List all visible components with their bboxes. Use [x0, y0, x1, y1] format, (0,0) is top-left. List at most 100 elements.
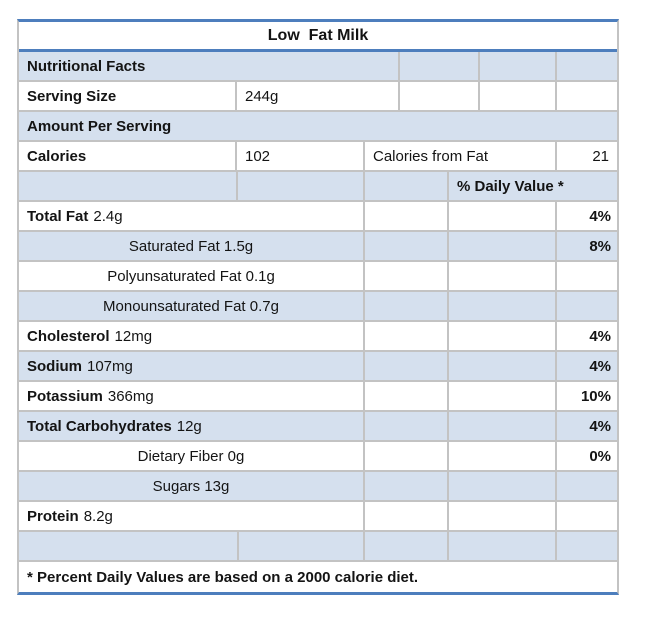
empty-cell: [365, 532, 449, 560]
empty-cell: [449, 472, 557, 500]
empty-cell: [449, 352, 557, 380]
serving-size-row: Serving Size 244g: [19, 82, 617, 112]
nutrient-name-cell: Protein 8.2g: [19, 502, 365, 530]
nutrient-row-sodium: Sodium 107mg 4%: [19, 352, 617, 382]
nutrient-name: Total Carbohydrates: [27, 417, 172, 435]
nutrient-name-cell: Sugars 13g: [19, 472, 365, 500]
nutrition-facts-table: Low Fat Milk Nutritional Facts Serving S…: [17, 19, 619, 595]
nutrient-row-protein: Protein 8.2g: [19, 502, 617, 532]
calories-value: 102: [237, 142, 365, 170]
nutritional-facts-label: Nutritional Facts: [19, 52, 400, 80]
empty-cell: [365, 472, 449, 500]
empty-cell: [449, 262, 557, 290]
nutrient-name-cell: Polyunsaturated Fat 0.1g: [19, 262, 365, 290]
calories-from-fat-label: Calories from Fat: [365, 142, 557, 170]
nutrient-name-cell: Potassium 366mg: [19, 382, 365, 410]
empty-cell: [19, 172, 238, 200]
nutrient-daily-value: 4%: [589, 357, 611, 375]
nutrient-name: Sodium: [27, 357, 82, 375]
empty-cell: [400, 52, 480, 80]
empty-cell: [365, 172, 449, 200]
title-row: Low Fat Milk: [19, 22, 617, 52]
empty-cell: [365, 502, 449, 530]
nutrient-amount: 107mg: [87, 357, 133, 375]
nutrient-daily-value: 0%: [589, 447, 611, 465]
calories-row: Calories 102 Calories from Fat 21: [19, 142, 617, 172]
daily-value-header-row: % Daily Value *: [19, 172, 617, 202]
empty-cell: [449, 532, 557, 560]
empty-cell: [449, 292, 557, 320]
empty-cell: [365, 232, 449, 260]
calories-from-fat-value: 21: [592, 147, 609, 165]
nutrient-name: Total Fat: [27, 207, 89, 225]
nutrient-name-cell: Total Fat 2.4g: [19, 202, 365, 230]
nutrient-name: Potassium: [27, 387, 103, 405]
empty-cell: [480, 52, 557, 80]
empty-cell: [449, 382, 557, 410]
empty-cell: [449, 442, 557, 470]
nutrient-daily-value: 4%: [589, 207, 611, 225]
nutrient-name: Dietary Fiber 0g: [137, 447, 245, 465]
nutrient-row-monounsaturated-fat: Monounsaturated Fat 0.7g: [19, 292, 617, 322]
empty-cell: [557, 82, 617, 110]
empty-cell: [365, 292, 449, 320]
nutrient-amount: 366mg: [107, 387, 154, 405]
calories-label: Calories: [19, 142, 237, 170]
nutrient-name-cell: Saturated Fat 1.5g: [19, 232, 365, 260]
serving-size-value: 244g: [237, 82, 400, 110]
nutrient-daily-value: 4%: [589, 417, 611, 435]
empty-cell: [480, 82, 557, 110]
empty-cell: [449, 502, 557, 530]
empty-cell: [239, 532, 365, 560]
nutrient-name: Polyunsaturated Fat 0.1g: [107, 267, 275, 285]
nutrient-row-polyunsaturated-fat: Polyunsaturated Fat 0.1g: [19, 262, 617, 292]
nutrient-row-cholesterol: Cholesterol 12mg 4%: [19, 322, 617, 352]
nutrient-name-cell: Sodium 107mg: [19, 352, 365, 380]
nutrient-amount: 12mg: [114, 327, 153, 345]
nutrient-row-sugars: Sugars 13g: [19, 472, 617, 502]
empty-cell: [365, 322, 449, 350]
empty-cell: [449, 232, 557, 260]
nutrient-name: Saturated Fat 1.5g: [128, 237, 254, 255]
empty-cell: [449, 412, 557, 440]
empty-cell: [365, 442, 449, 470]
nutrient-name-cell: Monounsaturated Fat 0.7g: [19, 292, 365, 320]
nutrient-name: Cholesterol: [27, 327, 110, 345]
empty-cell: [557, 52, 617, 80]
serving-size-label: Serving Size: [19, 82, 237, 110]
nutrient-name: Protein: [27, 507, 79, 525]
nutrient-amount: 8.2g: [83, 507, 113, 525]
footnote-row: * Percent Daily Values are based on a 20…: [19, 562, 617, 592]
nutrient-row-saturated-fat: Saturated Fat 1.5g 8%: [19, 232, 617, 262]
spacer-row: [19, 532, 617, 562]
empty-cell: [400, 82, 480, 110]
empty-cell: [365, 382, 449, 410]
nutrient-daily-value: [557, 472, 617, 500]
nutrient-row-total-fat: Total Fat 2.4g 4%: [19, 202, 617, 232]
nutrient-name: Monounsaturated Fat 0.7g: [103, 297, 279, 315]
table-title: Low Fat Milk: [267, 26, 369, 44]
nutrient-row-potassium: Potassium 366mg 10%: [19, 382, 617, 412]
nutrient-name-cell: Cholesterol 12mg: [19, 322, 365, 350]
empty-cell: [365, 412, 449, 440]
nutrient-amount: 12g: [176, 417, 202, 435]
nutrient-daily-value: [557, 262, 617, 290]
nutrient-daily-value: 4%: [589, 327, 611, 345]
amount-per-serving-label: Amount Per Serving: [27, 117, 172, 135]
nutritional-facts-row: Nutritional Facts: [19, 52, 617, 82]
nutrient-daily-value: 10%: [580, 387, 611, 405]
empty-cell: [449, 202, 557, 230]
nutrient-name: Sugars 13g: [152, 477, 230, 495]
empty-cell: [365, 202, 449, 230]
nutrient-amount: 2.4g: [93, 207, 123, 225]
empty-cell: [19, 532, 239, 560]
empty-cell: [365, 352, 449, 380]
nutrient-row-dietary-fiber: Dietary Fiber 0g 0%: [19, 442, 617, 472]
nutrient-name-cell: Dietary Fiber 0g: [19, 442, 365, 470]
daily-value-header: % Daily Value *: [457, 177, 564, 195]
nutrient-daily-value: [557, 502, 617, 530]
empty-cell: [238, 172, 365, 200]
footnote-text: * Percent Daily Values are based on a 20…: [27, 568, 419, 586]
empty-cell: [365, 262, 449, 290]
empty-cell: [557, 532, 617, 560]
